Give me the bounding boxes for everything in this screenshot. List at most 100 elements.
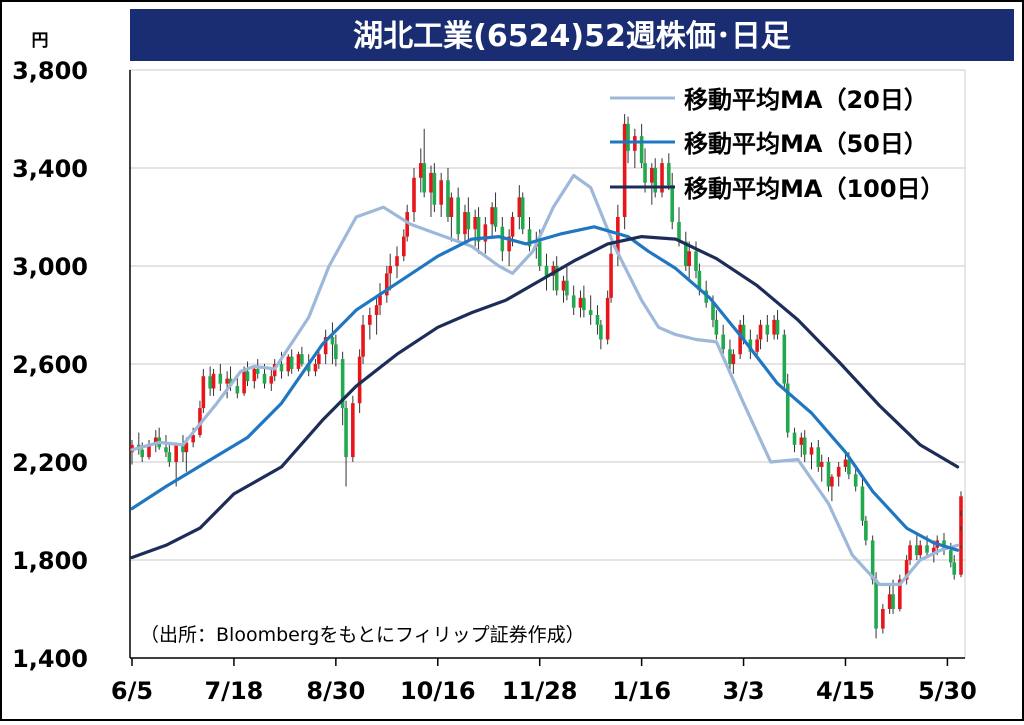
- x-tick-label: 1/16: [612, 677, 671, 705]
- candle-body: [870, 540, 875, 580]
- candle-body: [819, 462, 824, 467]
- candle-body: [775, 319, 780, 335]
- candle-body: [402, 236, 406, 257]
- candle-body: [898, 579, 902, 609]
- candle-body: [313, 364, 318, 372]
- candle-body: [456, 197, 460, 235]
- candle-body: [374, 305, 379, 315]
- candle-body: [388, 266, 393, 274]
- x-tick-label: 8/30: [306, 677, 365, 705]
- candle-body: [252, 368, 257, 382]
- candle-body: [952, 562, 957, 575]
- ma-line-100: [130, 235, 960, 560]
- candle-body: [184, 442, 189, 453]
- candle-body: [772, 319, 776, 335]
- candle-body: [799, 437, 804, 445]
- candle-body: [728, 349, 732, 364]
- candle-body: [554, 266, 559, 291]
- candle-body: [660, 163, 664, 193]
- candle-body: [368, 315, 372, 325]
- candle-body: [683, 241, 688, 266]
- candle-body: [174, 444, 178, 462]
- candle-body: [344, 408, 348, 458]
- candle-body: [874, 579, 878, 629]
- x-tick-label: 4/15: [816, 677, 875, 705]
- candle-body: [782, 334, 787, 384]
- candle-body: [429, 172, 433, 193]
- candle-body: [816, 447, 821, 467]
- candle-body: [432, 172, 437, 205]
- candle-body: [211, 373, 216, 389]
- candle-body: [826, 462, 831, 487]
- candle-body: [551, 266, 556, 276]
- candle-body: [439, 180, 443, 205]
- candle-body: [340, 359, 345, 409]
- candle-body: [667, 163, 671, 186]
- candle-body: [357, 356, 362, 404]
- candle-body: [626, 123, 630, 151]
- candle-body: [650, 168, 654, 183]
- candle-body: [697, 270, 702, 291]
- unit-label: 円: [32, 31, 49, 51]
- candle-body: [830, 476, 834, 487]
- candle-body: [191, 435, 195, 443]
- candle-body: [378, 295, 382, 306]
- candle-body: [694, 251, 698, 271]
- candle-body: [578, 297, 583, 308]
- candle-body: [616, 217, 620, 254]
- candle-body: [792, 432, 797, 445]
- candle-body: [422, 163, 426, 193]
- candle-body: [802, 437, 807, 455]
- y-tick-label: 3,400: [12, 155, 88, 183]
- y-tick-label: 3,800: [12, 57, 88, 85]
- candle-body: [918, 545, 923, 556]
- candle-body: [932, 547, 936, 553]
- candle-body: [765, 324, 770, 335]
- candle-body: [218, 373, 223, 384]
- candle-body: [334, 344, 338, 360]
- candle-body: [181, 444, 185, 453]
- candle-body: [490, 207, 494, 225]
- x-tick-label: 3/3: [722, 677, 764, 705]
- candle-body: [520, 197, 525, 230]
- candle-body: [167, 452, 172, 462]
- y-axis: 3,800 3,400 3,000 2,600 2,200 1,800 1,400: [12, 57, 131, 673]
- legend-label-ma50: 移動平均MA（50日）: [684, 130, 928, 158]
- candle-body: [639, 136, 644, 164]
- legend-label-ma20: 移動平均MA（20日）: [684, 86, 928, 114]
- ma-line-20: [130, 173, 960, 587]
- candle-body: [582, 297, 586, 311]
- candle-body: [245, 371, 250, 382]
- candle-body: [493, 207, 498, 227]
- y-tick-label: 2,600: [12, 351, 88, 379]
- candle-body: [959, 511, 963, 526]
- x-tick-label: 11/28: [502, 677, 578, 705]
- candle-body: [881, 609, 885, 629]
- candle-body: [748, 339, 753, 352]
- candle-body: [711, 302, 715, 320]
- candle-body: [643, 163, 647, 183]
- candle-body: [537, 241, 542, 266]
- candle-body: [853, 474, 858, 487]
- candle-body: [785, 383, 790, 433]
- candle-body: [544, 266, 549, 276]
- candle-body: [561, 280, 566, 291]
- candle-body: [599, 324, 603, 340]
- candle-body: [405, 212, 410, 237]
- candle-body: [395, 256, 399, 266]
- candle-body: [887, 594, 892, 609]
- candle-body: [908, 545, 912, 560]
- candle-body: [565, 280, 569, 296]
- candle-body: [208, 376, 212, 389]
- candle-body: [925, 545, 929, 553]
- x-axis: 6/5 7/18 8/30 10/16 11/28 1/16 3/3 4/15 5/30: [111, 657, 977, 705]
- candle-body: [476, 217, 481, 242]
- candle-body: [571, 295, 576, 308]
- y-tick-label: 1,800: [12, 547, 88, 575]
- candle-body: [959, 496, 963, 511]
- x-tick-label: 5/30: [918, 677, 977, 705]
- candle-body: [242, 371, 246, 394]
- candle-body: [949, 550, 953, 563]
